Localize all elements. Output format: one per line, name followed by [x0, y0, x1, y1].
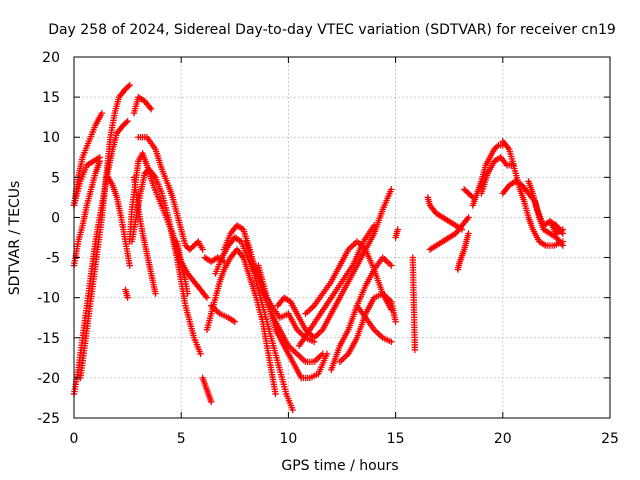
data-point	[394, 226, 401, 233]
data-point	[468, 192, 475, 200]
y-axis-label: SDTVAR / TECUs	[7, 181, 23, 296]
series-trace-25	[328, 254, 395, 374]
y-tick-label: -25	[37, 411, 60, 427]
data-point	[388, 338, 395, 345]
data-point	[199, 246, 206, 253]
x-tick-label: 15	[387, 431, 405, 447]
data-point	[493, 143, 501, 150]
y-tick-label: -15	[37, 331, 60, 347]
data-point	[152, 290, 159, 297]
series-trace-33	[461, 186, 476, 201]
data-point	[323, 350, 331, 358]
data-point	[122, 119, 130, 126]
series-trace-32	[454, 230, 472, 273]
y-tick-label: 0	[51, 210, 60, 226]
series-trace-10	[130, 174, 159, 297]
plot-frame	[73, 56, 611, 419]
data-point	[388, 186, 395, 193]
data-point	[96, 158, 103, 165]
data-point	[388, 262, 395, 269]
y-tick-label: -5	[46, 251, 60, 267]
data-series	[70, 81, 567, 414]
y-tick-label: 10	[42, 130, 60, 146]
data-point	[98, 109, 106, 117]
data-point	[370, 222, 378, 229]
y-tick-label: -10	[37, 291, 60, 307]
data-point	[125, 83, 132, 90]
x-tick-label: 0	[70, 431, 79, 447]
data-point	[124, 117, 131, 125]
data-point	[126, 262, 133, 269]
series-trace-28	[392, 226, 401, 241]
series-trace-11	[130, 93, 155, 117]
series-trace-9	[128, 166, 204, 358]
y-tick-label: 5	[51, 170, 60, 186]
series-trace-31	[426, 214, 472, 253]
series-trace-2	[70, 154, 103, 209]
series-trace-17	[208, 302, 238, 325]
data-point	[289, 406, 296, 414]
data-point	[559, 242, 567, 249]
x-tick-label: 10	[279, 431, 297, 447]
x-tick-label: 20	[494, 431, 512, 447]
data-point	[208, 398, 215, 406]
series-trace-16	[203, 246, 279, 398]
series-trace-13	[173, 238, 211, 301]
series-trace-12	[135, 134, 206, 253]
series-trace-6	[105, 174, 133, 269]
x-tick-label: 5	[177, 431, 186, 447]
data-point	[203, 294, 211, 301]
series-trace-27	[353, 302, 395, 345]
series-trace-21	[255, 262, 331, 382]
y-tick-label: 15	[42, 90, 60, 106]
data-point	[465, 214, 472, 221]
series-trace-3	[70, 158, 103, 269]
data-point	[559, 226, 567, 233]
series-trace-14	[199, 374, 215, 406]
axis-ticks: 0 5 10 15 20 25 -25 -20 -15 -10 -5 0 5 10 15 20	[37, 50, 619, 447]
data-point	[126, 81, 133, 89]
series-trace-29	[409, 254, 419, 354]
y-tick-label: -20	[37, 371, 60, 387]
data-point	[124, 294, 131, 301]
y-tick-label: 20	[42, 50, 60, 66]
series-trace-23	[295, 222, 378, 349]
data-point	[231, 318, 238, 325]
data-point	[411, 346, 419, 354]
series-trace-7	[122, 286, 131, 301]
data-point	[197, 350, 204, 358]
data-point	[147, 105, 155, 113]
series-trace-39	[546, 218, 567, 237]
series-trace-5	[77, 81, 133, 382]
data-point	[465, 230, 472, 237]
data-point	[392, 318, 399, 325]
x-axis-label: GPS time / hours	[281, 458, 398, 474]
data-point	[272, 390, 279, 398]
x-tick-label: 25	[601, 431, 619, 447]
chart-title: Day 258 of 2024, Sidereal Day-to-day VTE…	[48, 22, 616, 38]
